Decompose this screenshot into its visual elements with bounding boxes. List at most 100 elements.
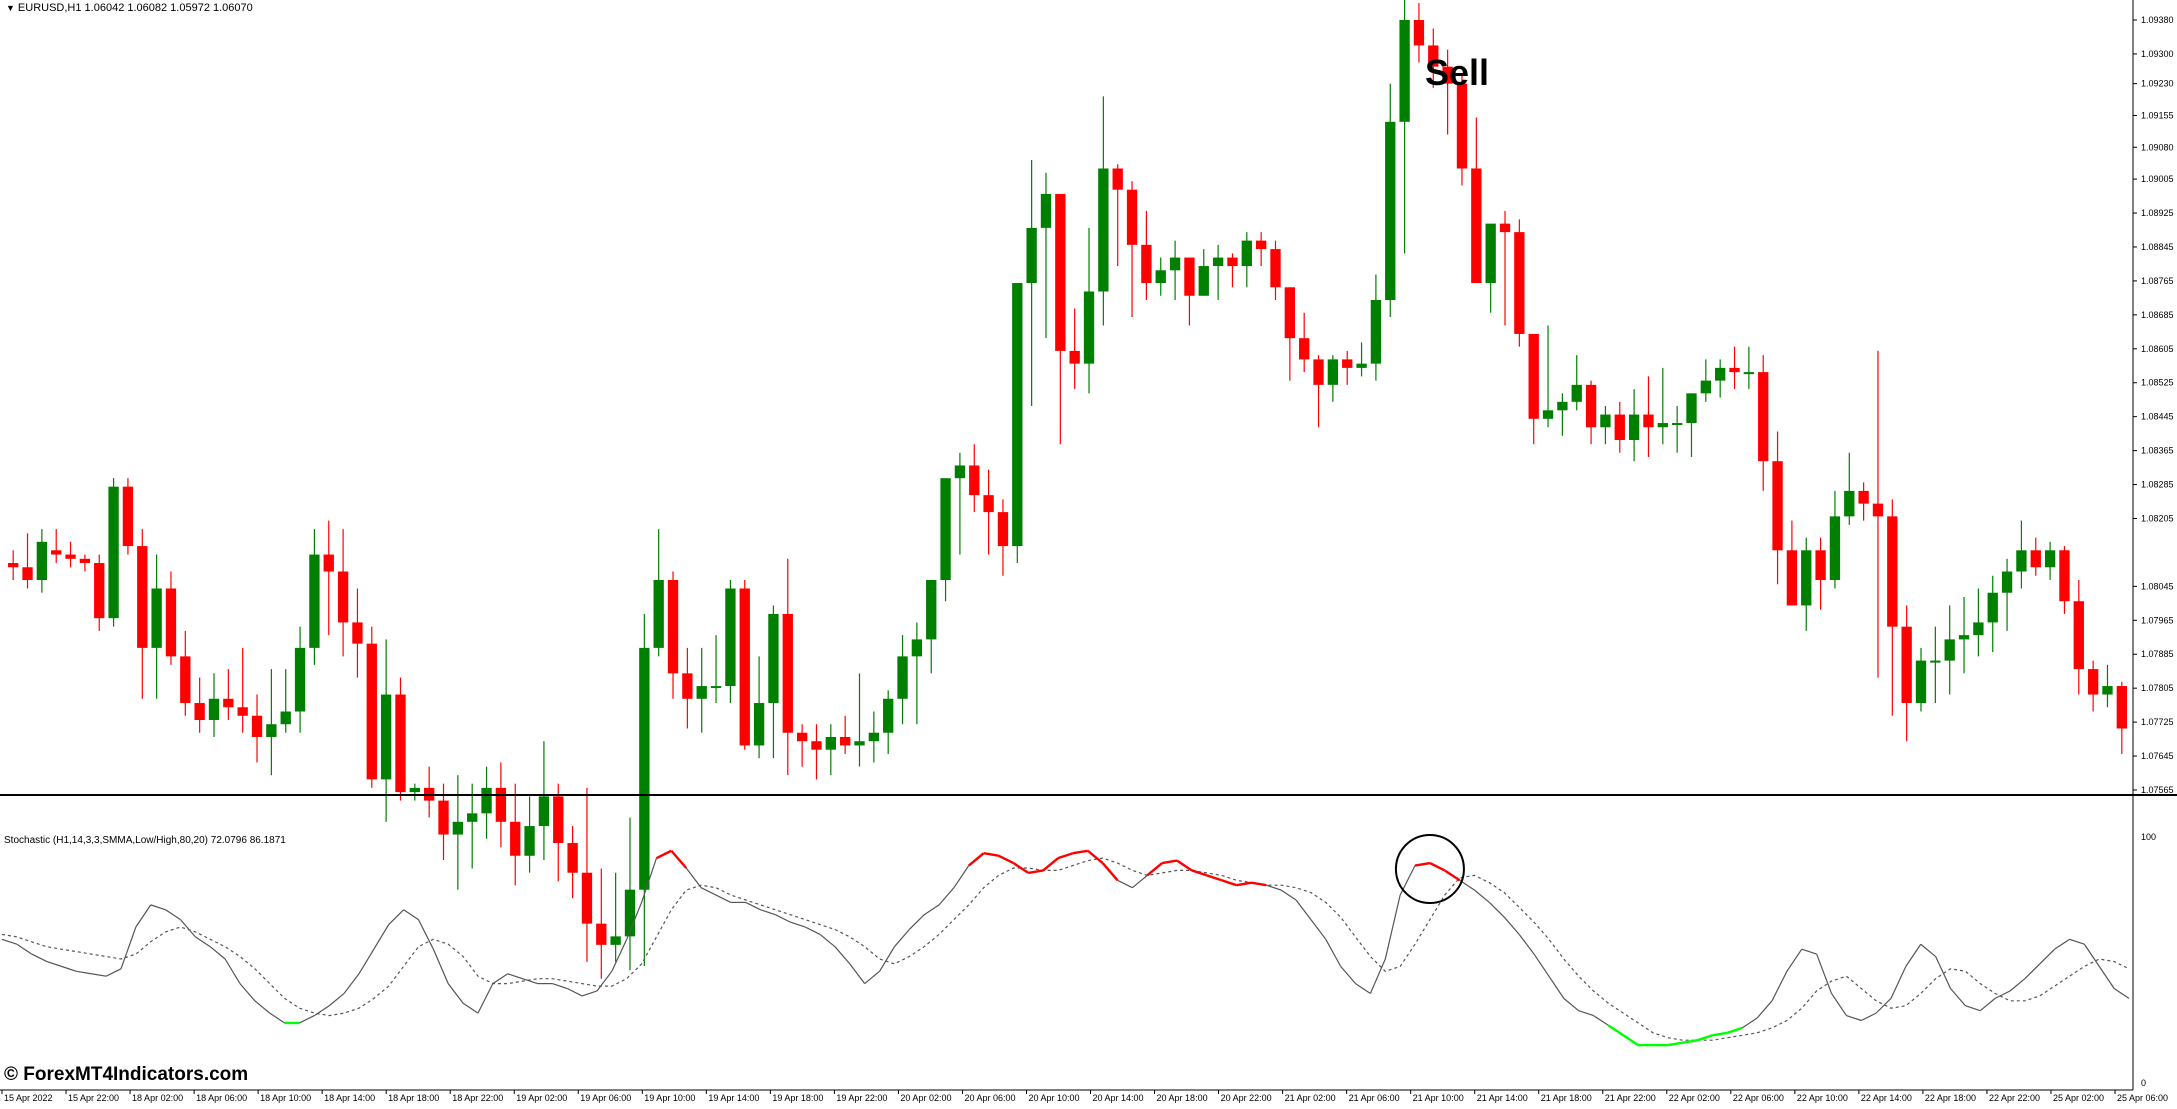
stoch-main-segment xyxy=(1950,988,1966,1007)
candle-bull xyxy=(1198,266,1209,296)
time-tick-label: 18 Apr 10:00 xyxy=(260,1093,311,1103)
stoch-main-segment xyxy=(1355,983,1371,994)
stoch-main-segment xyxy=(224,958,241,984)
stoch-main-segment xyxy=(1117,879,1133,889)
candle-bull xyxy=(108,486,119,619)
indicator-header: Stochastic (H1,14,3,3,SMMA,Low/High,80,2… xyxy=(4,835,286,846)
stoch-main-segment xyxy=(358,948,375,975)
stoch-main-segment xyxy=(417,919,434,950)
candle-bull xyxy=(1930,660,1941,663)
candle-bear xyxy=(682,673,693,699)
stoch-overbought-segment xyxy=(670,849,688,869)
stoch-main-segment xyxy=(1935,956,1952,989)
candle-bear xyxy=(51,550,62,555)
stoch-main-segment xyxy=(1875,997,1892,1014)
stoch-main-segment xyxy=(31,953,47,962)
price-tick-label: 1.09300 xyxy=(2141,49,2174,59)
candle-bull xyxy=(1600,414,1611,428)
candle-bear xyxy=(1184,257,1195,296)
stoch-main-segment xyxy=(715,894,732,903)
candle-bull xyxy=(2044,550,2056,568)
candle-bull xyxy=(624,889,636,937)
stoch-main-segment xyxy=(641,857,658,903)
candle-bear xyxy=(1772,461,1783,551)
stoch-main-segment xyxy=(1994,990,2011,999)
stoch-overbought-segment xyxy=(1251,881,1267,887)
candle-bull xyxy=(1083,291,1095,364)
symbol-dropdown-icon[interactable]: ▼ xyxy=(6,3,15,13)
price-tick-label: 1.07645 xyxy=(2141,751,2174,761)
time-tick-label: 19 Apr 10:00 xyxy=(644,1093,695,1103)
time-tick-label: 18 Apr 22:00 xyxy=(452,1093,503,1103)
stoch-main-segment xyxy=(1965,1005,1981,1012)
candle-bear xyxy=(366,643,377,780)
candle-bull xyxy=(868,732,880,742)
stoch-main-segment xyxy=(908,914,925,930)
price-tick-label: 1.08605 xyxy=(2141,344,2174,354)
stoch-main-segment xyxy=(135,904,152,928)
candle-bear xyxy=(567,843,578,873)
candle-bull xyxy=(1715,367,1726,381)
sell-highlight-circle xyxy=(1394,834,1465,905)
stoch-oversold-segment xyxy=(1682,1038,1698,1044)
candle-bull xyxy=(883,698,894,733)
candle-bear xyxy=(581,872,593,924)
time-tick-label: 22 Apr 06:00 xyxy=(1733,1093,1784,1103)
candle-bear xyxy=(2030,550,2041,568)
stoch-overbought-segment xyxy=(1444,869,1461,882)
time-tick-label: 19 Apr 02:00 xyxy=(516,1093,567,1103)
candle-bull xyxy=(467,813,478,822)
candle-bear xyxy=(1442,66,1453,84)
candle-bear xyxy=(1428,45,1439,67)
stoch-main-segment xyxy=(2024,963,2041,980)
stoch-overbought-segment xyxy=(998,854,1014,865)
stoch-main-segment xyxy=(1325,939,1342,967)
candle-bull xyxy=(768,613,779,704)
candle-bull xyxy=(538,796,550,827)
stoch-main-segment xyxy=(1340,965,1356,984)
stoch-main-segment xyxy=(953,865,970,888)
candle-bull xyxy=(1485,223,1496,284)
candle-bull xyxy=(36,541,48,580)
stoch-main-segment xyxy=(2054,938,2070,950)
stoch-main-segment xyxy=(195,936,211,948)
candle-bear xyxy=(1299,338,1310,360)
candle-bear xyxy=(8,563,19,568)
candle-bear xyxy=(1413,20,1425,46)
candle-bull xyxy=(1801,550,1812,606)
stoch-main-segment xyxy=(1771,971,1788,1002)
candle-bull xyxy=(380,694,392,780)
candle-bear xyxy=(79,558,91,564)
stoch-main-segment xyxy=(1295,899,1312,921)
candle-bull xyxy=(1958,635,1970,640)
candle-bear xyxy=(1141,244,1152,284)
stoch-main-segment xyxy=(328,992,345,1007)
candle-bull xyxy=(1542,410,1554,419)
candle-bull xyxy=(1571,384,1582,402)
stoch-main-segment xyxy=(685,867,702,889)
stoch-main-segment xyxy=(1384,894,1401,960)
candle-bull xyxy=(1628,414,1640,440)
stoch-main-segment xyxy=(745,901,761,911)
stoch-main-segment xyxy=(1860,1012,1877,1022)
price-tick-label: 1.08765 xyxy=(2141,276,2174,286)
candle-bull xyxy=(266,724,277,737)
candle-bear xyxy=(1585,384,1597,428)
candle-bull xyxy=(1012,283,1023,547)
stoch-main-segment xyxy=(1280,889,1297,901)
time-tick-label: 19 Apr 22:00 xyxy=(836,1093,887,1103)
candle-bull xyxy=(1370,300,1382,364)
time-tick-label: 15 Apr 2022 xyxy=(4,1093,53,1103)
time-tick-label: 21 Apr 10:00 xyxy=(1413,1093,1464,1103)
stoch-main-segment xyxy=(2113,988,2130,999)
stoch-main-segment xyxy=(1816,953,1833,994)
time-tick-label: 20 Apr 14:00 xyxy=(1093,1093,1144,1103)
stoch-main-segment xyxy=(864,970,880,985)
candle-bear xyxy=(782,613,793,733)
candle-bear xyxy=(1471,168,1482,284)
candle-bear xyxy=(1514,232,1525,334)
stoch-main-segment xyxy=(1,938,18,945)
candle-bear xyxy=(323,554,334,572)
stoch-overbought-segment xyxy=(983,852,999,857)
